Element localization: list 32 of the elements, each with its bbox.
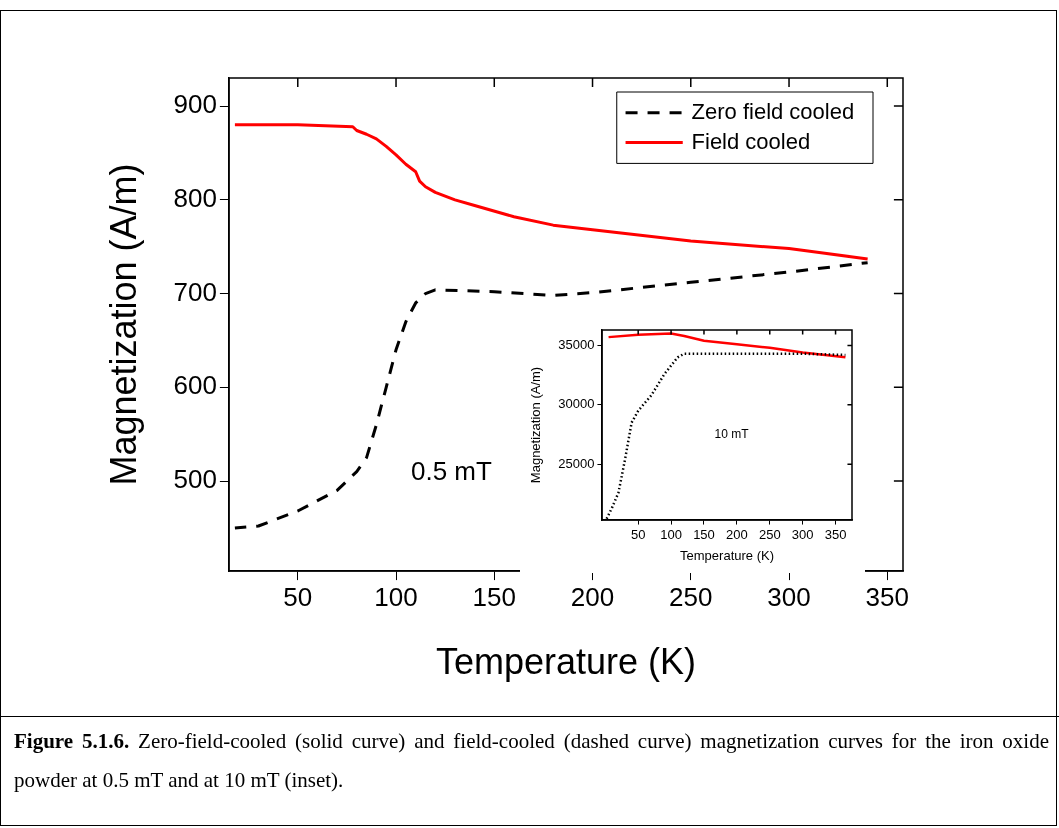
- y-tick-label: 500: [173, 464, 217, 495]
- line-series: [233, 261, 870, 530]
- x-tick-label: 200: [726, 526, 748, 542]
- x-tick-label: 350: [865, 581, 909, 612]
- x-axis-title: Temperature (K): [680, 547, 774, 563]
- caption: Figure 5.1.6. Zero-field-cooled (solid curve) and field-cooled (dashed curve) magnetization curves for the iron oxide powder at 0.5 mT and at 10 mT (inset).: [14, 728, 1049, 794]
- x-tick-label: 100: [660, 526, 682, 542]
- x-axis-title: Temperature (K): [435, 641, 697, 683]
- annotation: 0.5 mT: [410, 455, 493, 486]
- y-tick-label: 30000: [558, 396, 595, 412]
- x-tick-label: 300: [767, 581, 811, 612]
- y-tick-label: 900: [173, 89, 217, 120]
- x-tick-label: 300: [791, 526, 814, 542]
- x-tick-label: 150: [693, 526, 715, 542]
- y-tick-label: 35000: [558, 337, 595, 353]
- x-tick-label: 250: [669, 581, 713, 612]
- y-tick-label: 600: [173, 370, 217, 401]
- x-tick-label: 50: [283, 581, 313, 612]
- y-tick-label: 700: [173, 276, 217, 307]
- legend-label: Field cooled: [691, 128, 811, 154]
- x-tick-label: 200: [570, 581, 615, 612]
- x-tick-label: 150: [472, 581, 516, 612]
- x-tick-label: 350: [824, 526, 847, 542]
- y-axis-title: Magnetization (A/m): [102, 163, 144, 486]
- legend-label: Zero field cooled: [691, 98, 855, 124]
- y-axis-title: Magnetization (A/m): [528, 366, 544, 484]
- x-tick-label: 250: [758, 526, 781, 542]
- x-tick-label: 50: [630, 526, 646, 542]
- annotation: 10 mT: [714, 426, 750, 441]
- y-tick-label: 800: [173, 183, 217, 214]
- y-tick-label: 25000: [558, 455, 595, 471]
- x-tick-label: 100: [374, 581, 418, 612]
